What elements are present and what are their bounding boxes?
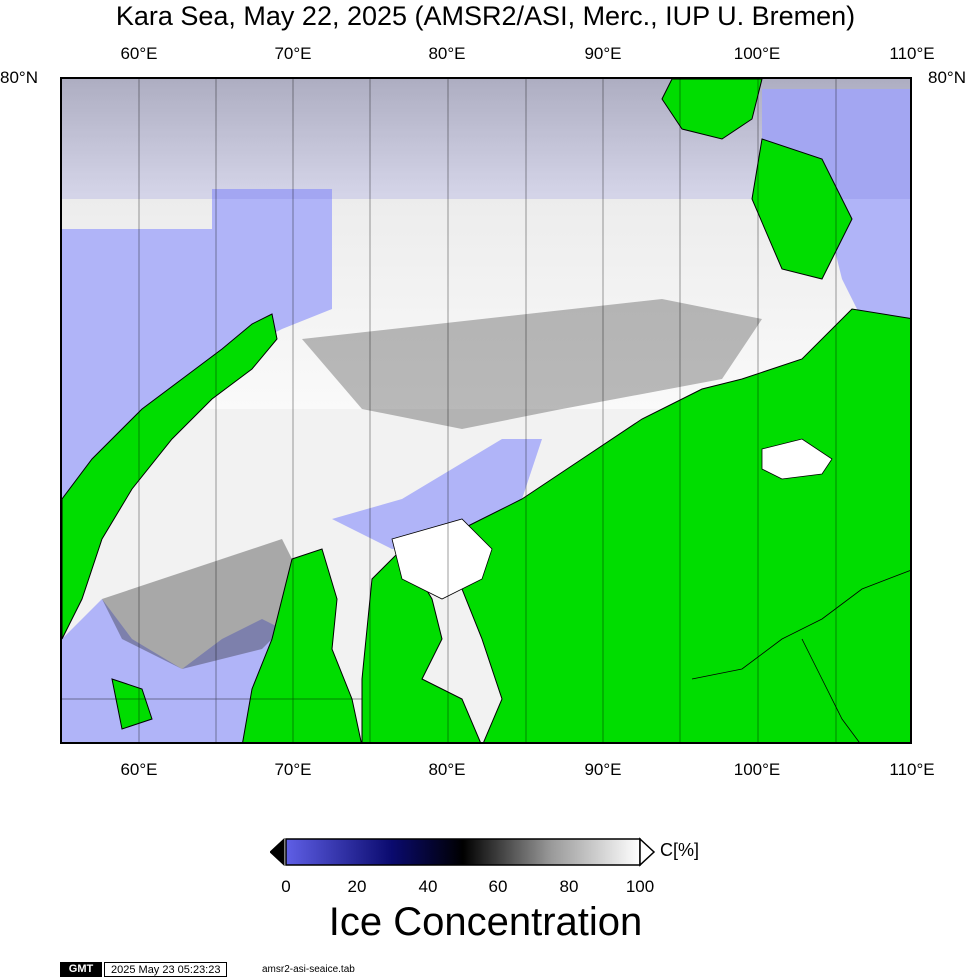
lat-label-right-80: 80°N (928, 68, 966, 87)
source-filename: amsr2-asi-seaice.tab (262, 964, 355, 975)
graticule (62, 79, 837, 742)
lat-label-left-80: 80°N (0, 68, 38, 87)
river-pyasina (801, 638, 860, 742)
lon-label-bottom-110: 110°E (889, 760, 935, 779)
colorbar-label: Ice Concentration (328, 900, 643, 944)
river-taymyr (691, 570, 910, 680)
lon-label-bottom-100: 100°E (733, 760, 781, 779)
colorbar-under-arrow (270, 837, 285, 867)
lon-label-top-110: 110°E (889, 44, 935, 63)
timestamp: 2025 May 23 05:23:23 (104, 962, 228, 977)
colorbar-tick: 100 (625, 877, 655, 896)
land-small-island-west (111, 678, 153, 730)
lon-label-top-60: 60°E (120, 44, 158, 63)
lon-label-bottom-80: 80°E (428, 760, 466, 779)
lake-taymyr (761, 438, 833, 480)
land-yamal (242, 548, 362, 742)
colorbar-unit: C[%] (660, 840, 700, 860)
lon-label-bottom-70: 70°E (274, 760, 312, 779)
lon-label-top-100: 100°E (733, 44, 781, 63)
lon-label-top-70: 70°E (274, 44, 312, 63)
marginal-ice-central (302, 299, 762, 429)
lon-label-bottom-60: 60°E (120, 760, 158, 779)
ice-concentration-map (60, 77, 912, 744)
lon-label-top-80: 80°E (428, 44, 466, 63)
coastal-fast-ice (391, 518, 493, 600)
lon-label-top-90: 90°E (584, 44, 622, 63)
map-title: Kara Sea, May 22, 2025 (AMSR2/ASI, Merc.… (115, 1, 856, 31)
land-novaya-zemlya (62, 313, 278, 640)
colorbar-over-arrow (639, 837, 656, 867)
colorbar-tick: 0 (281, 877, 291, 896)
lon-label-bottom-90: 90°E (584, 760, 622, 779)
marginal-ice-southwest (102, 539, 312, 669)
colorbar-tick: 40 (418, 877, 438, 896)
land-taymyr-mainland (461, 308, 910, 742)
gmt-logo: GMT (60, 962, 102, 977)
colorbar-tick: 80 (559, 877, 579, 896)
colorbar-tick: 60 (488, 877, 508, 896)
land-severnaya-zemlya-2 (751, 138, 853, 280)
colorbar (270, 837, 656, 867)
land-severnaya-zemlya (661, 79, 763, 140)
colorbar-tick: 20 (347, 877, 367, 896)
colorbar-gradient (285, 838, 641, 866)
